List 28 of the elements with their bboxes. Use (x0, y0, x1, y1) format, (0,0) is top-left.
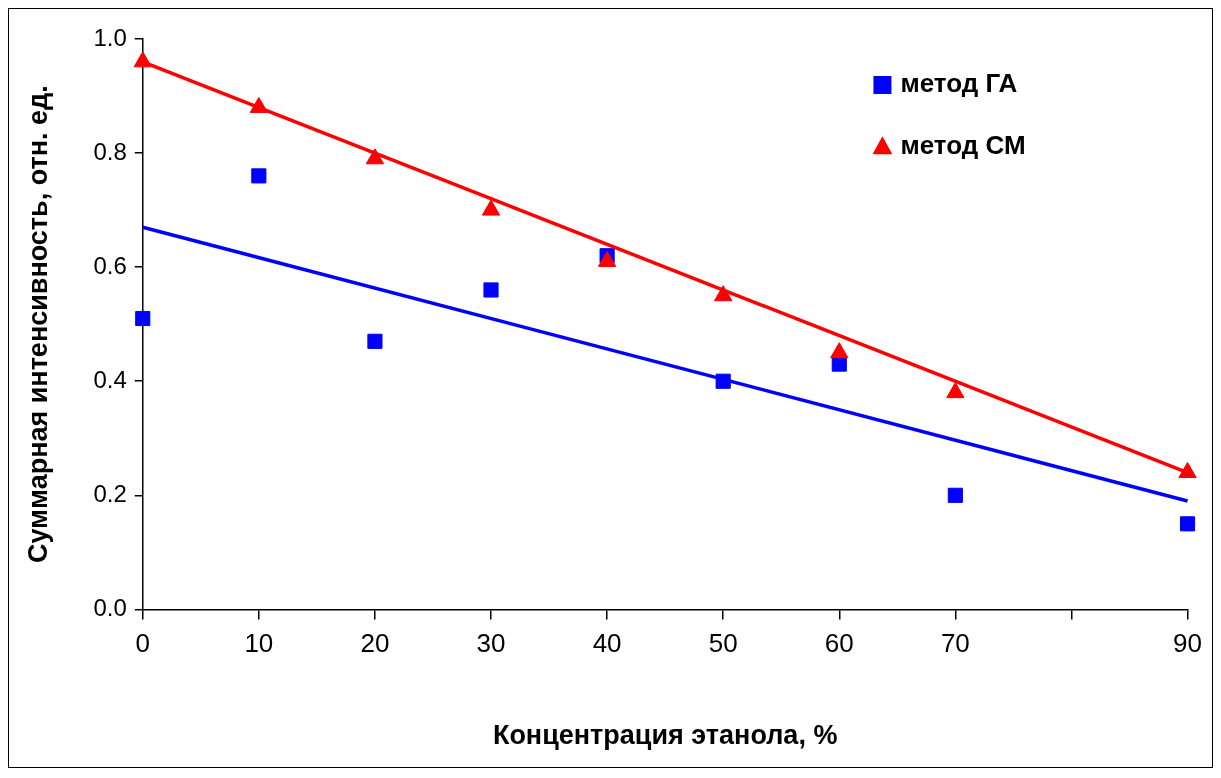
y-tick-label: 0.4 (93, 365, 127, 393)
x-tick-label: 60 (824, 628, 854, 659)
point (483, 282, 499, 298)
x-tick-label: 30 (476, 628, 506, 659)
point (1179, 516, 1196, 532)
point (830, 342, 849, 359)
y-axis-title: Суммарная интенсивность, отн. ед. (22, 85, 53, 564)
point (135, 310, 151, 327)
point (946, 382, 965, 399)
x-tick-label: 40 (592, 628, 622, 659)
legend-label: метод СМ (900, 130, 1026, 161)
x-tick-label: 0 (135, 628, 150, 659)
point (831, 356, 847, 372)
x-tick-label: 10 (244, 628, 274, 659)
x-axis-title: Концентрация этанола, % (492, 720, 838, 751)
y-tick-label: 0.8 (93, 137, 127, 165)
y-tick-label: 0.0 (93, 594, 127, 622)
y-tick-label: 0.2 (93, 479, 127, 507)
legend-label: метод ГА (900, 68, 1018, 99)
x-tick-label: 90 (1173, 628, 1202, 659)
point (367, 333, 383, 349)
x-tick-label: 50 (708, 628, 738, 659)
x-tick-label: 70 (940, 628, 970, 659)
x-tick-label: 20 (360, 628, 390, 659)
y-tick-label: 1.0 (93, 23, 127, 51)
point (481, 199, 501, 216)
point (947, 487, 963, 503)
y-tick-label: 0.6 (93, 251, 127, 279)
